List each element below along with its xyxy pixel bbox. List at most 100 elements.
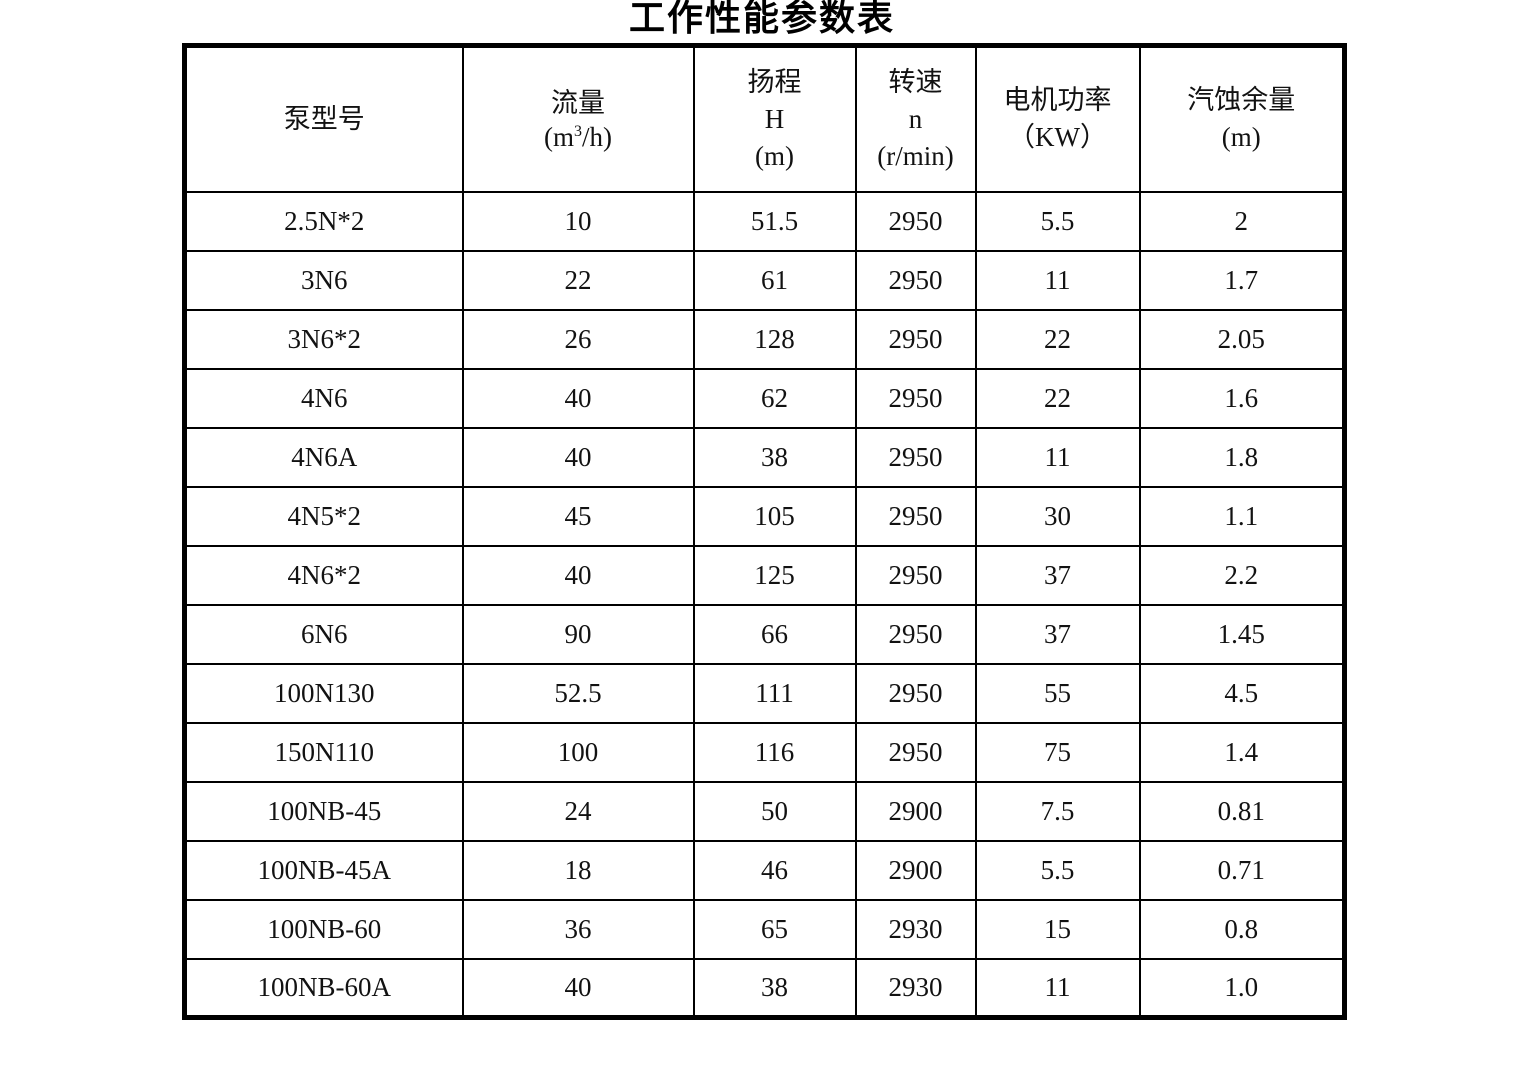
header-row: 泵型号 流量 (m3/h) 扬程 H (m) 转速 n (r/min) 电机功率… (183, 44, 1346, 193)
cell-flow: 100 (461, 721, 695, 783)
cell-pump-model: 6N6 (183, 603, 464, 665)
cell-head: 50 (692, 780, 857, 842)
cell-speed: 2930 (854, 898, 977, 960)
cell-flow: 40 (461, 367, 695, 429)
table-row: 100NB-60A 40 38 2930 11 1.0 (183, 957, 1346, 1019)
cell-head: 38 (692, 957, 857, 1019)
header-head-label: 扬程 H (m) (747, 66, 802, 171)
header-flow-unit: (m3/h) (544, 122, 612, 152)
table-row: 6N6 90 66 2950 37 1.45 (183, 603, 1346, 665)
cell-head: 51.5 (692, 190, 857, 252)
cell-flow: 52.5 (461, 662, 695, 724)
cell-pump-model: 100NB-45 (183, 780, 464, 842)
header-pump-model: 泵型号 (183, 44, 464, 193)
cell-speed: 2950 (854, 249, 977, 311)
table-row: 4N6A 40 38 2950 11 1.8 (183, 426, 1346, 488)
cell-npsh: 1.45 (1138, 603, 1346, 665)
table-row: 100NB-45 24 50 2900 7.5 0.81 (183, 780, 1346, 842)
header-flow-unit-superscript: 3 (574, 123, 582, 141)
cell-pump-model: 100NB-45A (183, 839, 464, 901)
cell-head: 125 (692, 544, 857, 606)
cell-flow: 22 (461, 249, 695, 311)
cell-speed: 2950 (854, 190, 977, 252)
cell-power: 37 (974, 544, 1141, 606)
cell-flow: 45 (461, 485, 695, 547)
page-title: 工作性能参数表 (628, 0, 895, 38)
header-npsh-label: 汽蚀余量 (m) (1187, 85, 1296, 153)
cell-pump-model: 2.5N*2 (183, 190, 464, 252)
cell-npsh: 0.71 (1138, 839, 1346, 901)
cell-npsh: 2.2 (1138, 544, 1346, 606)
cell-pump-model: 100N130 (183, 662, 464, 724)
cell-power: 55 (974, 662, 1141, 724)
table-row: 3N6*2 26 128 2950 22 2.05 (183, 308, 1346, 370)
cell-flow: 40 (461, 544, 695, 606)
cell-pump-model: 150N110 (183, 721, 464, 783)
cell-npsh: 4.5 (1138, 662, 1346, 724)
cell-pump-model: 100NB-60A (183, 957, 464, 1019)
cell-speed: 2950 (854, 367, 977, 429)
table-row: 4N6 40 62 2950 22 1.6 (183, 367, 1346, 429)
table-row: 100N130 52.5 111 2950 55 4.5 (183, 662, 1346, 724)
header-pump-model-label: 泵型号 (283, 103, 365, 134)
header-flow: 流量 (m3/h) (461, 44, 695, 193)
cell-npsh: 1.1 (1138, 485, 1346, 547)
cell-power: 22 (974, 308, 1141, 370)
cell-flow: 26 (461, 308, 695, 370)
cell-npsh: 1.6 (1138, 367, 1346, 429)
cell-speed: 2900 (854, 780, 977, 842)
table-row: 150N110 100 116 2950 75 1.4 (183, 721, 1346, 783)
table-row: 2.5N*2 10 51.5 2950 5.5 2 (183, 190, 1346, 252)
cell-speed: 2900 (854, 839, 977, 901)
cell-pump-model: 3N6 (183, 249, 464, 311)
cell-npsh: 0.8 (1138, 898, 1346, 960)
cell-power: 22 (974, 367, 1141, 429)
cell-flow: 10 (461, 190, 695, 252)
cell-flow: 40 (461, 426, 695, 488)
cell-power: 75 (974, 721, 1141, 783)
cell-pump-model: 4N6*2 (183, 544, 464, 606)
table-row: 4N6*2 40 125 2950 37 2.2 (183, 544, 1346, 606)
cell-speed: 2930 (854, 957, 977, 1019)
cell-power: 7.5 (974, 780, 1141, 842)
cell-power: 30 (974, 485, 1141, 547)
cell-speed: 2950 (854, 603, 977, 665)
cell-head: 46 (692, 839, 857, 901)
cell-head: 65 (692, 898, 857, 960)
cell-speed: 2950 (854, 662, 977, 724)
performance-table: 泵型号 流量 (m3/h) 扬程 H (m) 转速 n (r/min) 电机功率… (182, 43, 1347, 1020)
cell-flow: 36 (461, 898, 695, 960)
table-row: 4N5*2 45 105 2950 30 1.1 (183, 485, 1346, 547)
cell-pump-model: 4N5*2 (183, 485, 464, 547)
cell-pump-model: 4N6A (183, 426, 464, 488)
cell-head: 116 (692, 721, 857, 783)
cell-npsh: 2 (1138, 190, 1346, 252)
cell-speed: 2950 (854, 308, 977, 370)
cell-npsh: 1.0 (1138, 957, 1346, 1019)
cell-power: 11 (974, 249, 1141, 311)
cell-npsh: 0.81 (1138, 780, 1346, 842)
cell-speed: 2950 (854, 544, 977, 606)
header-power-label: 电机功率 （KW） (1003, 85, 1112, 153)
cell-power: 15 (974, 898, 1141, 960)
cell-head: 66 (692, 603, 857, 665)
cell-pump-model: 100NB-60 (183, 898, 464, 960)
table-row: 3N6 22 61 2950 11 1.7 (183, 249, 1346, 311)
cell-head: 38 (692, 426, 857, 488)
cell-flow: 18 (461, 839, 695, 901)
header-speed: 转速 n (r/min) (854, 44, 977, 193)
cell-npsh: 1.7 (1138, 249, 1346, 311)
cell-pump-model: 3N6*2 (183, 308, 464, 370)
cell-speed: 2950 (854, 721, 977, 783)
cell-head: 62 (692, 367, 857, 429)
header-speed-label: 转速 n (r/min) (877, 66, 954, 171)
cell-power: 5.5 (974, 190, 1141, 252)
cell-npsh: 1.4 (1138, 721, 1346, 783)
header-npsh: 汽蚀余量 (m) (1138, 44, 1346, 193)
cell-flow: 40 (461, 957, 695, 1019)
cell-head: 128 (692, 308, 857, 370)
cell-power: 11 (974, 957, 1141, 1019)
table-row: 100NB-45A 18 46 2900 5.5 0.71 (183, 839, 1346, 901)
cell-power: 11 (974, 426, 1141, 488)
cell-flow: 24 (461, 780, 695, 842)
